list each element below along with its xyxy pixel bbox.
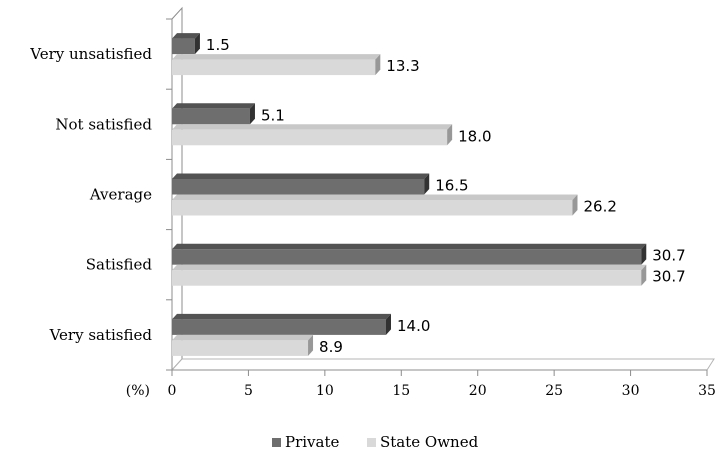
bar [172, 334, 314, 356]
x-tick-label: 0 [168, 383, 177, 399]
bar-front-face [172, 38, 195, 55]
bar-top-face [172, 33, 200, 39]
data-label: 30.7 [652, 268, 685, 286]
category-label: Not satisfied [55, 115, 152, 133]
x-axis-label: (%) [126, 383, 150, 399]
bar-front-face [172, 200, 573, 216]
bar-top-face [172, 264, 647, 271]
legend: Private State Owned [272, 433, 479, 451]
bar-end-face [375, 54, 381, 76]
bar-end-face [308, 334, 314, 356]
bar-top-face [172, 173, 430, 179]
bar [172, 124, 453, 146]
data-label: 16.5 [435, 177, 468, 195]
category-labels: Very unsatisfied Not satisfied Average Sati… [29, 45, 152, 344]
bar-front-face [172, 270, 642, 286]
category-label: Very unsatisfied [29, 45, 152, 63]
bar-end-face [572, 194, 578, 216]
legend-label: State Owned [380, 433, 479, 451]
x-tick-label: 15 [392, 383, 410, 399]
data-label: 5.1 [261, 106, 285, 124]
floor [170, 358, 715, 371]
x-tick-label: 35 [698, 383, 715, 399]
data-label: 8.9 [319, 338, 343, 356]
bar-end-face [641, 243, 647, 265]
bar [172, 243, 647, 265]
bar [172, 173, 430, 195]
data-label: 14.0 [397, 317, 430, 335]
bar-top-face [172, 243, 647, 250]
data-label: 18.0 [458, 127, 491, 145]
bar-top-face [172, 103, 255, 109]
x-tick-label: 10 [316, 383, 334, 399]
legend-swatch [272, 438, 281, 447]
bar-front-face [172, 108, 250, 125]
data-label: 1.5 [206, 36, 230, 54]
bar-top-face [172, 313, 391, 320]
category-label: Very satisfied [49, 326, 153, 344]
bars-layer: 1.5 13.3 5.1 18.0 16.5 26.2 30.7 30.7 14.0 8.9 [172, 33, 686, 356]
bar [172, 54, 381, 76]
bar-front-face [172, 319, 386, 335]
x-tick-label: 5 [244, 383, 253, 399]
x-tick-label: 25 [545, 383, 563, 399]
bar-front-face [172, 59, 376, 76]
bar-end-face [447, 124, 453, 146]
bar-front-face [172, 129, 448, 146]
category-label: Satisfied [86, 256, 153, 274]
bar-end-face [641, 264, 647, 286]
bar [172, 103, 255, 125]
legend-label: Private [285, 433, 340, 451]
legend-swatch [367, 438, 376, 447]
bar-end-face [386, 313, 391, 335]
data-label: 30.7 [652, 247, 685, 265]
bar-end-face [249, 103, 255, 125]
bar-end-face [424, 173, 430, 195]
x-tick-label: 30 [622, 383, 640, 399]
bar-front-face [172, 249, 642, 265]
bar-top-face [172, 194, 578, 200]
data-label: 13.3 [386, 57, 419, 75]
bar-end-face [194, 33, 200, 55]
bar-top-face [172, 124, 453, 130]
bar-front-face [172, 179, 425, 195]
bar [172, 194, 578, 216]
bar [172, 313, 391, 335]
data-label: 26.2 [583, 198, 616, 216]
x-tick-label: 20 [469, 383, 487, 399]
bar [172, 264, 647, 286]
bar-top-face [172, 54, 381, 60]
bar-front-face [172, 340, 309, 356]
category-label: Average [89, 186, 152, 204]
x-axis: (%) 0 5 10 15 20 25 30 35 [126, 18, 715, 399]
bar-top-face [172, 334, 314, 341]
bar [172, 33, 200, 55]
